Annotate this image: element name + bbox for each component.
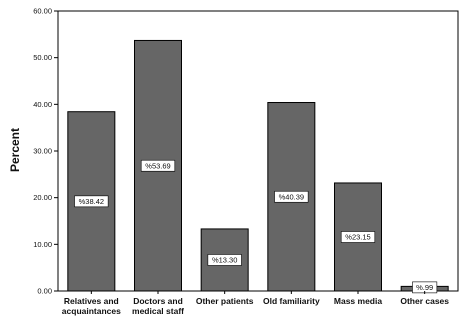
y-axis-label: Percent [8,128,22,172]
data-label-box [207,254,242,266]
x-tick-label: acquaintances [62,306,121,316]
x-tick-label: Mass media [334,296,382,306]
data-label: %13.30 [212,256,237,265]
plot-frame [57,10,459,292]
y-tick-label: 50.00 [33,53,52,62]
data-label: %38.42 [79,197,104,206]
y-tick-label: 60.00 [33,7,52,16]
x-tick-label: Relatives and [64,296,119,306]
y-tick-label: 10.00 [33,240,52,249]
x-tick-label: Other cases [400,296,449,306]
data-labels: %38.42 %53.69 %13.30 %40.39 %23.15 %.99 [74,159,438,294]
data-label: %23.15 [345,233,370,242]
y-tick-label: 30.00 [33,147,52,156]
data-label-box [74,195,109,208]
x-tick-label: Old familiarity [263,296,320,306]
data-label: %40.39 [279,192,304,201]
bars [67,39,449,292]
data-label: %.99 [416,283,433,292]
x-tick-label: Other patients [196,296,254,306]
data-label-box [140,159,176,172]
y-axis: 0.00 10.00 20.00 30.00 40.00 50.00 60.00 [33,7,58,296]
y-tick-label: 20.00 [33,193,52,202]
y-tick-label: 40.00 [33,100,52,109]
data-label-box [274,190,309,203]
x-tick-label: Doctors and [133,296,183,306]
plot-border [57,10,459,292]
x-tick-label: medical staff [132,306,184,316]
data-label: %53.69 [145,161,170,170]
data-label-box [340,231,376,243]
y-tick-label: 0.00 [37,287,52,296]
